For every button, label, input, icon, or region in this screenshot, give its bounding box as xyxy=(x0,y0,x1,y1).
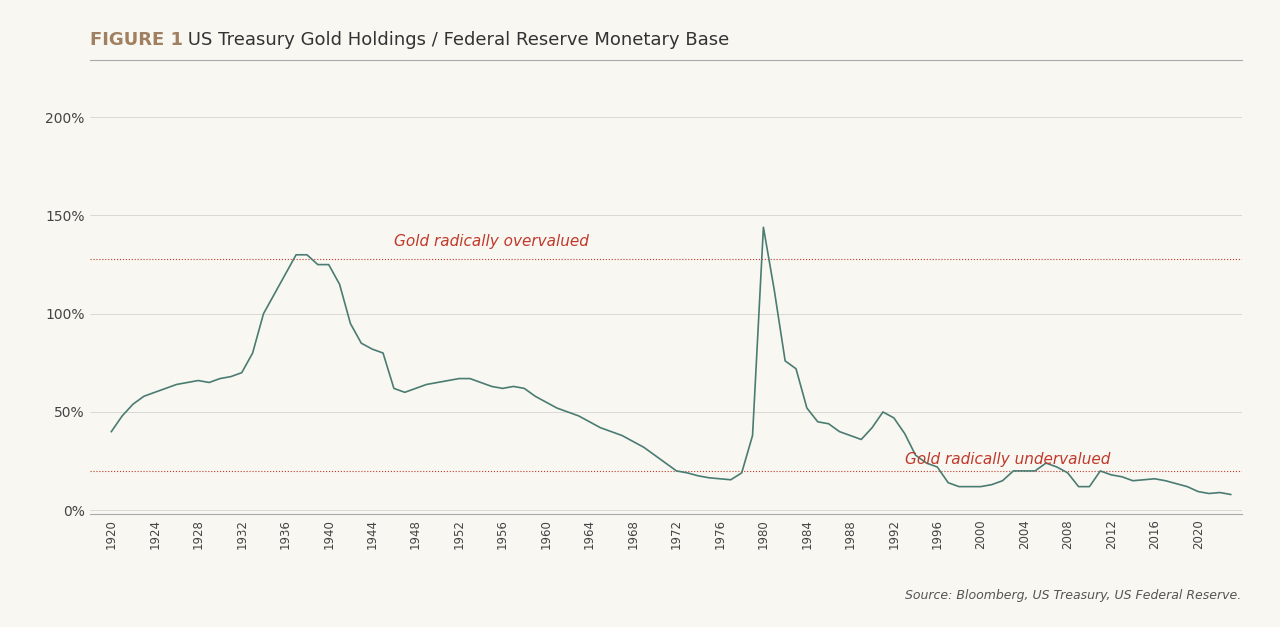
Text: Source: Bloomberg, US Treasury, US Federal Reserve.: Source: Bloomberg, US Treasury, US Feder… xyxy=(905,589,1242,602)
Text: US Treasury Gold Holdings / Federal Reserve Monetary Base: US Treasury Gold Holdings / Federal Rese… xyxy=(182,31,730,50)
Text: Gold radically overvalued: Gold radically overvalued xyxy=(394,234,589,249)
Text: FIGURE 1: FIGURE 1 xyxy=(90,31,183,50)
Text: Gold radically undervalued: Gold radically undervalued xyxy=(905,452,1110,467)
